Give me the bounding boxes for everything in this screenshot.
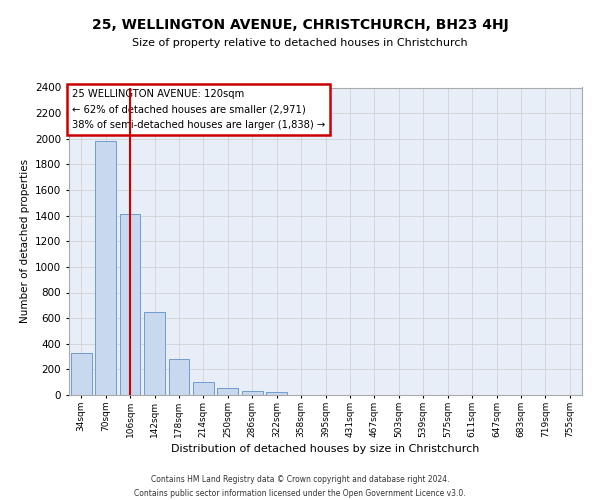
Text: Size of property relative to detached houses in Christchurch: Size of property relative to detached ho… [132,38,468,48]
Bar [266,392,287,395]
Bar [169,359,190,395]
Text: 25 WELLINGTON AVENUE: 120sqm
← 62% of detached houses are smaller (2,971)
38% of: 25 WELLINGTON AVENUE: 120sqm ← 62% of de… [71,89,325,130]
Bar [217,388,238,395]
Bar [95,142,116,395]
X-axis label: Distribution of detached houses by size in Christchurch: Distribution of detached houses by size … [172,444,479,454]
Y-axis label: Number of detached properties: Number of detached properties [20,159,29,324]
Text: Contains HM Land Registry data © Crown copyright and database right 2024.
Contai: Contains HM Land Registry data © Crown c… [134,476,466,498]
Bar [242,390,263,395]
Text: 25, WELLINGTON AVENUE, CHRISTCHURCH, BH23 4HJ: 25, WELLINGTON AVENUE, CHRISTCHURCH, BH2… [92,18,508,32]
Bar [119,214,140,395]
Bar [193,382,214,395]
Bar [71,352,92,395]
Bar [144,312,165,395]
